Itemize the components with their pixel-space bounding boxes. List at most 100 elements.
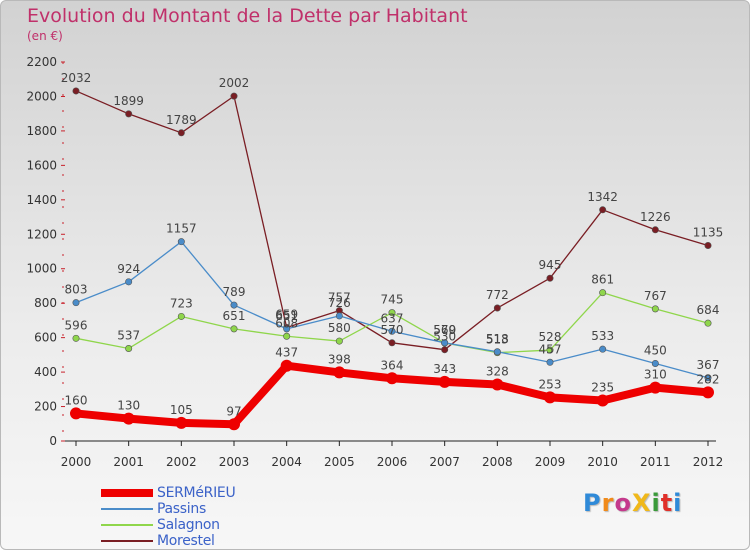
data-point [228,418,240,431]
data-point [493,304,501,312]
x-tick-label: 2002 [166,455,197,469]
legend-swatch-passins [101,508,153,510]
data-label: 160 [65,393,88,407]
data-point [599,345,607,353]
data-point [283,325,291,333]
data-label: 97 [226,404,241,418]
data-point [491,378,504,391]
data-point [230,325,238,333]
y-tick-label: 600 [34,331,57,345]
data-label: 2002 [219,76,250,90]
data-point [230,92,238,100]
series-layer [70,87,714,431]
data-point [599,206,607,214]
data-label: 1342 [587,190,618,204]
legend-label-morestel: Morestel [157,533,215,549]
data-label: 945 [539,258,562,272]
data-point [122,412,135,425]
data-point [72,299,80,307]
data-point [72,334,80,342]
x-tick-label: 2011 [640,455,671,469]
data-label: 105 [170,403,193,417]
data-label: 437 [275,346,298,360]
data-label: 651 [223,309,246,323]
data-label: 328 [486,364,509,378]
data-point [546,358,554,366]
data-label: 637 [381,311,404,325]
data-point [125,344,133,352]
data-label: 1789 [166,113,197,127]
data-label: 924 [117,262,140,276]
data-label: 528 [539,330,562,344]
y-tick-label: 200 [34,400,57,414]
legend-label-sermerieu: SERMéRIEU [157,485,236,501]
data-point [125,278,133,286]
x-tick-label: 2004 [271,455,302,469]
data-point [72,87,80,95]
data-label: 235 [591,381,614,395]
data-label: 2032 [61,71,92,85]
axes: 0 200 400 600 800 1000 1200 1400 1600 1800 2000 220… [26,55,723,469]
data-point [386,372,398,385]
proxiti-logo[interactable]: ProXiti [583,489,682,517]
chart-title: Evolution du Montant de la Dette par Hab… [27,5,468,27]
data-label: 130 [117,399,140,413]
y-tick-label: 800 [34,296,57,310]
y-tick-label: 1000 [26,262,57,276]
data-point [175,416,188,429]
data-point [230,301,238,309]
y-tick-label: 400 [34,365,57,379]
data-point [333,366,346,379]
x-tick-label: 2005 [324,455,355,469]
data-point [283,332,291,340]
data-point [441,346,449,354]
data-label: 343 [433,362,456,376]
data-point [438,375,451,388]
data-label: 767 [644,289,667,303]
legend-swatch-sermerieu [101,489,153,497]
data-point [335,337,343,345]
data-label: 367 [697,358,720,372]
data-point [493,348,501,356]
y-tick-label: 2000 [26,89,57,103]
data-point [388,309,396,317]
data-point [177,312,185,320]
x-tick-label: 2000 [61,455,92,469]
data-point [704,241,712,249]
data-label: 570 [433,323,456,337]
data-point [388,339,396,347]
data-point [544,391,556,404]
logo-letter: X [631,489,652,517]
data-label: 1226 [640,210,671,224]
data-point [177,238,185,246]
data-point [702,386,714,399]
data-point [177,129,185,137]
x-tick-label: 2012 [693,455,724,469]
data-label: 310 [644,368,667,382]
data-label: 457 [539,342,562,356]
data-label: 757 [328,291,351,305]
x-tick-label: 2010 [587,455,618,469]
data-label: 569 [433,323,456,337]
data-point [335,312,343,320]
x-tick-label: 2007 [429,455,460,469]
data-label: 533 [591,329,614,343]
data-label: 1899 [113,94,144,108]
data-label: 282 [697,372,720,386]
logo-letter: P [583,489,602,517]
data-label: 651 [275,309,298,323]
data-label: 450 [644,343,667,357]
logo-letter: i [651,489,661,517]
data-label: 580 [328,321,351,335]
x-tick-label: 2003 [219,455,250,469]
data-label: 684 [697,303,720,317]
data-point [649,381,662,394]
data-point [546,346,554,354]
y-tick-label: 2200 [26,55,57,69]
logo-letter: t [660,489,674,517]
data-label: 398 [328,352,351,366]
y-tick-label: 0 [49,434,57,448]
data-point [280,359,293,372]
y-tick-label: 1400 [26,193,57,207]
